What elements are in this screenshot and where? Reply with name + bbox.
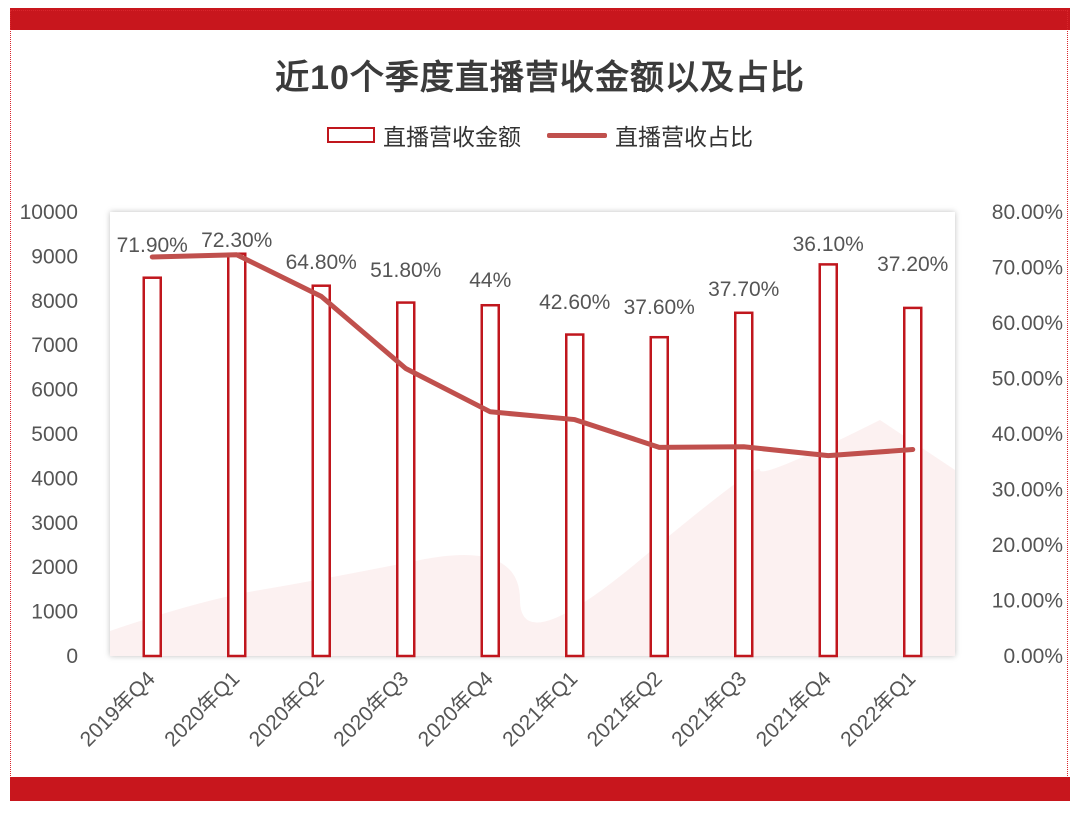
x-tick-label: 2022年Q1 [836,667,920,751]
data-label: 37.70% [708,278,779,301]
legend: 直播营收金额 直播营收占比 [0,118,1080,152]
y-left-tick-label: 2000 [31,556,78,579]
bar-mark [818,263,838,658]
data-label: 64.80% [286,251,357,274]
y-right-tick-label: 10.00% [992,590,1063,613]
y-left-tick-label: 1000 [31,601,78,624]
x-tick-label: 2020年Q4 [414,667,498,751]
x-tick-label: 2021年Q2 [583,667,667,751]
data-label: 51.80% [370,259,441,282]
x-tick-label: 2019年Q4 [76,667,160,751]
bar-mark [649,335,669,658]
x-tick-label: 2020年Q1 [160,667,244,751]
y-right-tick-label: 60.00% [992,312,1063,335]
y-left-tick-label: 9000 [31,245,78,268]
y-right-tick-label: 50.00% [992,368,1063,391]
y-left-tick-label: 10000 [20,201,78,224]
data-label: 42.60% [539,291,610,314]
bar-mark [396,301,416,658]
data-label: 44% [469,269,511,292]
bar-mark [480,303,500,658]
y-right-tick-label: 30.00% [992,479,1063,502]
legend-swatch-bar [327,127,375,143]
data-label: 36.10% [793,233,864,256]
series-line [149,252,916,459]
data-label: 37.60% [624,296,695,319]
legend-entry-bar: 直播营收金额 [327,118,521,152]
top-banner [10,8,1070,30]
chart-title: 近10个季度直播营收金额以及占比 [275,59,805,97]
bar-mark [227,252,247,658]
plot-area [110,212,955,656]
y-right-tick-label: 80.00% [992,201,1063,224]
x-tick-label: 2021年Q4 [752,667,836,751]
x-tick-label: 2021年Q3 [667,667,751,751]
y-left-tick-label: 7000 [31,334,78,357]
y-left-tick-label: 4000 [31,467,78,490]
bar-mark [565,333,585,658]
y-right-tick-label: 20.00% [992,534,1063,557]
x-tick-label: 2020年Q2 [245,667,329,751]
legend-entry-line: 直播营收占比 [547,118,753,152]
y-left-tick-label: 3000 [31,512,78,535]
legend-label-bar: 直播营收金额 [383,124,521,150]
x-tick-label: 2020年Q3 [329,667,413,751]
y-right-tick-label: 40.00% [992,423,1063,446]
bar-mark [142,276,162,658]
bottom-banner [10,777,1070,801]
y-left-tick-label: 8000 [31,290,78,313]
bar-mark [734,311,754,658]
legend-label-line: 直播营收占比 [615,124,753,150]
y-left-tick-label: 5000 [31,423,78,446]
y-left-tick-label: 0 [66,645,78,668]
y-right-tick-label: 70.00% [992,257,1063,280]
legend-swatch-line [547,132,607,138]
data-label: 71.90% [117,234,188,257]
x-tick-label: 2021年Q1 [498,667,582,751]
data-label: 37.20% [877,253,948,276]
bar-mark [903,306,923,658]
y-left-tick-label: 6000 [31,379,78,402]
bar-mark [311,284,331,658]
y-right-tick-label: 0.00% [1003,645,1063,668]
data-label: 72.30% [201,229,272,252]
